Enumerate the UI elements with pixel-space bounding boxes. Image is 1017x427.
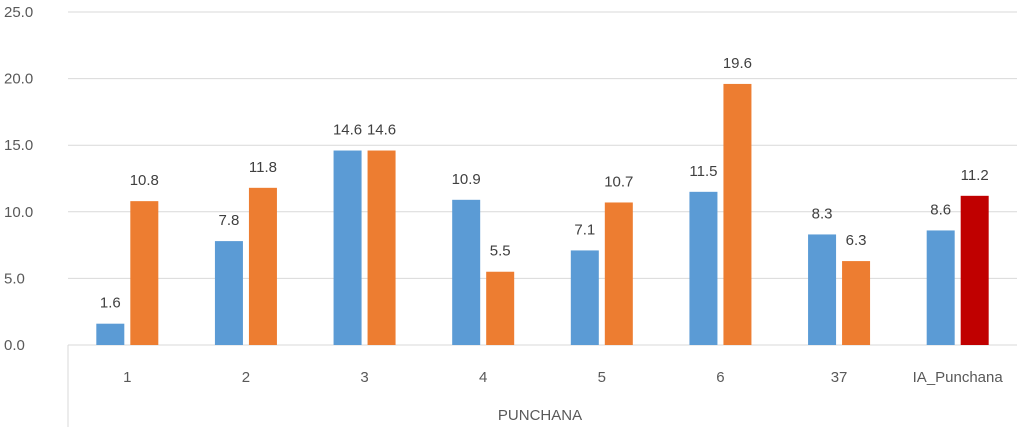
data-label: 14.6 bbox=[367, 122, 396, 139]
y-tick-label: 15.0 bbox=[4, 137, 33, 154]
data-label: 8.6 bbox=[930, 201, 951, 218]
y-tick-label: 10.0 bbox=[4, 204, 33, 221]
bar-series-2 bbox=[486, 271, 515, 345]
bar-series-2 bbox=[604, 202, 633, 345]
data-label: 11.5 bbox=[689, 163, 717, 180]
bar-series-1 bbox=[808, 234, 837, 345]
bar-series-2 bbox=[723, 83, 752, 345]
x-tick-label: 3 bbox=[360, 369, 368, 386]
x-tick-label: 2 bbox=[242, 369, 250, 386]
bar-series-2 bbox=[367, 150, 396, 345]
bar-series-2 bbox=[130, 201, 159, 345]
bar-series-1 bbox=[689, 191, 718, 345]
bar-series-1 bbox=[926, 230, 955, 345]
bar-series-2 bbox=[248, 187, 277, 345]
x-tick-label: 37 bbox=[831, 369, 848, 386]
x-tick-label: IA_Punchana bbox=[913, 369, 1004, 386]
x-tick-label: 5 bbox=[598, 369, 606, 386]
data-label: 11.2 bbox=[961, 167, 989, 184]
y-tick-label: 25.0 bbox=[4, 4, 33, 21]
data-label: 1.6 bbox=[100, 295, 121, 312]
bar-series-1 bbox=[214, 241, 243, 345]
x-tick-label: 1 bbox=[123, 369, 131, 386]
data-label: 14.6 bbox=[333, 122, 362, 139]
data-label: 19.6 bbox=[723, 55, 752, 72]
gridlines bbox=[68, 11, 1017, 346]
data-label: 11.8 bbox=[249, 159, 277, 176]
bar-series-1 bbox=[570, 250, 599, 345]
data-label: 10.8 bbox=[130, 172, 159, 189]
y-tick-label: 20.0 bbox=[4, 71, 33, 88]
data-label: 7.1 bbox=[574, 221, 595, 238]
x-tick-label: 6 bbox=[716, 369, 724, 386]
data-label: 8.3 bbox=[812, 205, 833, 222]
data-label: 5.5 bbox=[490, 243, 511, 260]
group-label: PUNCHANA bbox=[498, 407, 582, 424]
x-axis-ticks: 1 2 3 4 5 6 37 IA_Punchana bbox=[123, 369, 1003, 386]
data-labels: 1.6 10.8 7.8 11.8 14.6 14.6 10.9 5.5 7.1 10.7 11.5… bbox=[100, 55, 989, 312]
y-tick-label: 0.0 bbox=[4, 337, 25, 354]
data-label: 10.9 bbox=[452, 171, 481, 188]
bars bbox=[96, 83, 989, 345]
data-label: 10.7 bbox=[604, 173, 633, 190]
x-tick-label: 4 bbox=[479, 369, 487, 386]
data-label: 7.8 bbox=[219, 212, 240, 229]
bar-series-1 bbox=[96, 323, 125, 345]
y-axis-ticks: 0.0 5.0 10.0 15.0 20.0 25.0 bbox=[4, 4, 33, 354]
bar-series-2 bbox=[960, 195, 989, 345]
bar-series-1 bbox=[333, 150, 362, 345]
data-label: 6.3 bbox=[846, 232, 867, 249]
y-tick-label: 5.0 bbox=[4, 270, 25, 287]
bar-series-1 bbox=[452, 199, 481, 345]
bar-series-2 bbox=[842, 261, 871, 345]
